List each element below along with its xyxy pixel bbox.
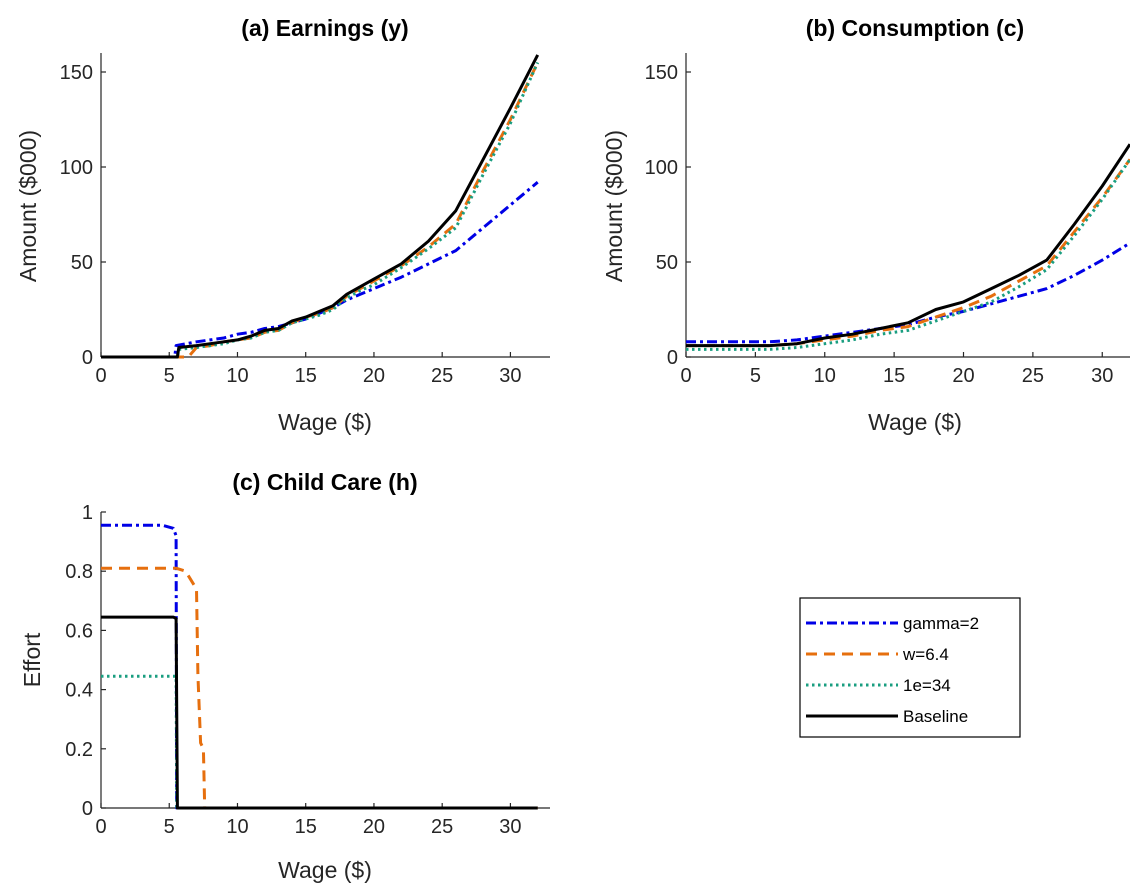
x-tick-label: 30 [499,816,521,838]
x-tick-label: 10 [226,365,248,387]
panel-title: (a) Earnings (y) [241,15,408,41]
x-tick-label: 25 [431,365,453,387]
legend-box [799,597,1021,738]
y-tick-label: 1 [82,502,93,524]
x-tick-label: 30 [499,365,521,387]
y-tick-label: 0 [667,347,678,369]
x-tick-label: 5 [164,365,175,387]
y-tick-label: 0 [82,798,93,820]
series-line-w64 [101,566,538,810]
y-axis-label: Amount ($000) [15,130,41,282]
y-tick-label: 0.4 [65,680,93,702]
y-tick-label: 150 [645,62,678,84]
x-tick-label: 5 [750,365,761,387]
series-line-baseline [101,615,538,810]
y-tick-label: 0.2 [65,739,93,761]
x-tick-label: 0 [680,365,691,387]
panel-title: (b) Consumption (c) [806,15,1024,41]
series-line-e34 [101,674,538,810]
child-care-panel: (c) Child Care (h) 0 5 10 15 20 25 30 0 0.2 0.4 0.… [19,469,550,883]
series-line-w64 [101,61,540,359]
earnings-plot-area: 0 5 10 15 20 25 30 0 50 100 150 [60,53,550,387]
legend-label-gamma2: gamma=2 [903,614,979,633]
legend-label-w64: w=6.4 [902,645,949,664]
x-tick-label: 25 [431,816,453,838]
x-axis-label: Wage ($) [278,857,372,883]
series-group [101,54,540,359]
series-group [686,143,1130,351]
legend-label-e34: 1e=34 [903,676,951,695]
x-tick-label: 5 [164,816,175,838]
x-tick-label: 20 [363,365,385,387]
y-tick-label: 150 [60,62,93,84]
x-tick-label: 30 [1091,365,1113,387]
consumption-panel: (b) Consumption (c) 0 5 10 15 20 25 30 0 50 100 15… [601,15,1130,435]
earnings-panel: (a) Earnings (y) 0 5 10 15 20 25 30 0 50 100 150 W… [15,15,550,435]
x-axis-label: Wage ($) [868,409,962,435]
x-tick-label: 15 [295,365,317,387]
x-tick-label: 20 [363,816,385,838]
x-axis-label: Wage ($) [278,409,372,435]
y-tick-label: 50 [71,252,93,274]
series-group [101,523,538,810]
series-line-gamma2 [101,181,539,359]
x-tick-label: 15 [883,365,905,387]
series-line-e34 [686,158,1130,351]
y-tick-label: 0.8 [65,561,93,583]
y-tick-label: 100 [645,157,678,179]
y-axis-label: Amount ($000) [601,130,627,282]
y-axis-label: Effort [19,632,45,687]
y-tick-label: 100 [60,157,93,179]
y-tick-label: 0.6 [65,620,93,642]
child-care-plot-area: 0 5 10 15 20 25 30 0 0.2 0.4 0.6 0.8 1 [65,502,550,838]
panel-title: (c) Child Care (h) [232,469,417,495]
series-line-baseline [101,54,540,359]
series-line-baseline [686,143,1130,348]
x-tick-label: 20 [952,365,974,387]
x-tick-label: 10 [814,365,836,387]
x-tick-label: 0 [95,816,106,838]
y-tick-label: 50 [656,252,678,274]
legend: gamma=2 w=6.4 1e=34 Baseline [799,597,1021,738]
consumption-plot-area: 0 5 10 15 20 25 30 0 50 100 150 [645,53,1130,387]
x-tick-label: 0 [95,365,106,387]
y-tick-label: 0 [82,347,93,369]
x-tick-label: 10 [226,816,248,838]
x-tick-label: 15 [295,816,317,838]
legend-label-baseline: Baseline [903,707,968,726]
x-tick-label: 25 [1022,365,1044,387]
